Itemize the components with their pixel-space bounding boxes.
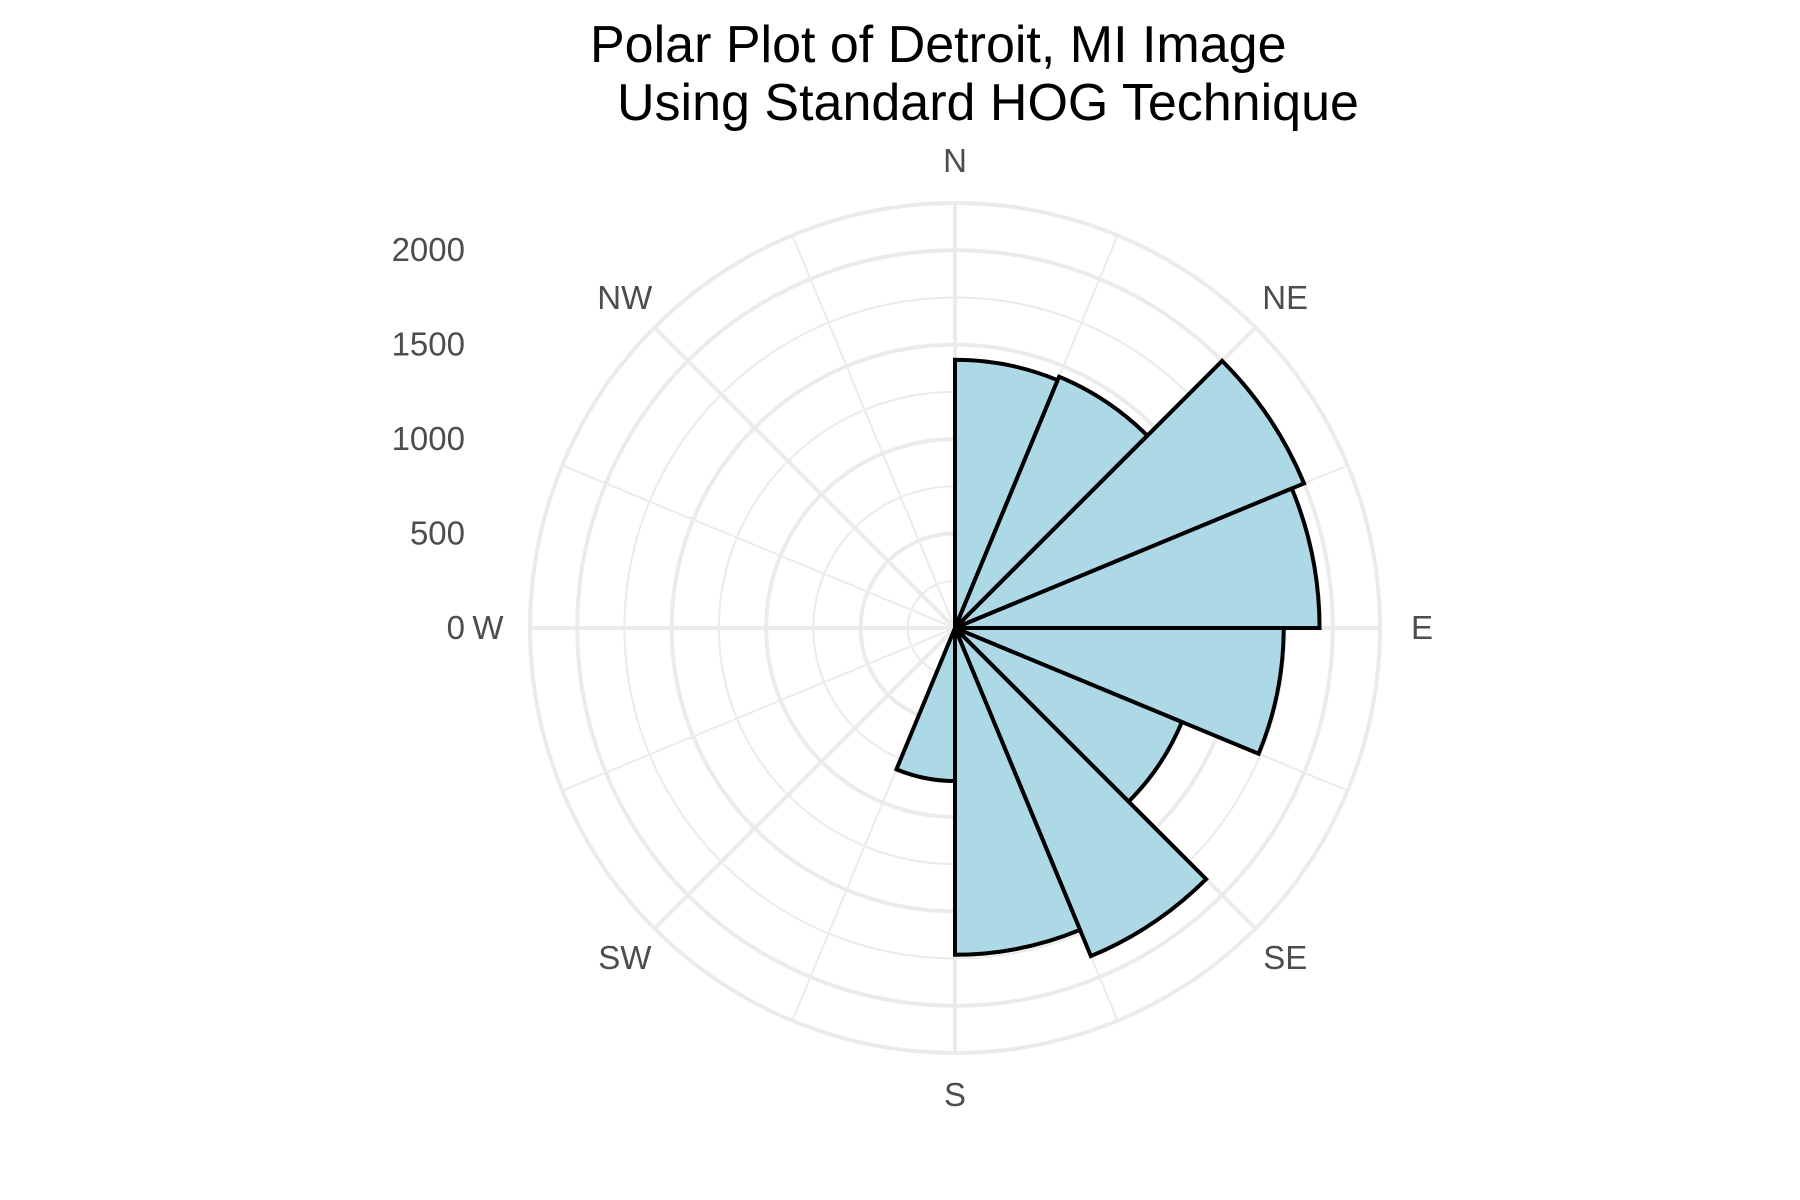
radial-tick-label-2000: 2000	[392, 231, 465, 268]
radial-tick-labels: 0 500 1000 1500 2000	[392, 231, 465, 646]
polar-bar-7	[953, 626, 1209, 959]
grid-spoke-major	[653, 626, 957, 930]
grid-spoke-minor	[791, 234, 956, 629]
direction-label-ne: NE	[1262, 279, 1308, 316]
chart-title-line-2: Using Standard HOG Technique	[617, 74, 1359, 132]
polar-bar-3	[953, 358, 1307, 630]
direction-label-nw: NW	[597, 279, 653, 316]
direction-label-sw: SW	[598, 939, 652, 976]
polar-bar-4	[954, 485, 1322, 630]
radial-tick-label-500: 500	[410, 515, 465, 552]
radial-tick-label-0: 0	[447, 609, 465, 646]
grid-spoke-major	[653, 326, 957, 630]
radial-tick-label-1500: 1500	[392, 326, 465, 363]
grid-spoke-minor	[561, 464, 956, 629]
direction-label-se: SE	[1263, 939, 1307, 976]
direction-label-s: S	[944, 1076, 966, 1113]
direction-label-e: E	[1411, 609, 1433, 646]
direction-label-n: N	[943, 142, 967, 179]
polar-bar-8	[953, 627, 1083, 957]
polar-bar-5	[954, 626, 1286, 757]
direction-label-w: W	[472, 609, 504, 646]
polar-bars	[893, 357, 1322, 959]
grid-spoke-minor	[561, 627, 956, 792]
direction-labels: N NE E SE S SW W NW	[472, 142, 1433, 1113]
chart-title-line-1: Polar Plot of Detroit, MI Image	[590, 16, 1287, 74]
polar-bar-9	[893, 627, 957, 784]
radial-tick-label-1000: 1000	[392, 420, 465, 457]
